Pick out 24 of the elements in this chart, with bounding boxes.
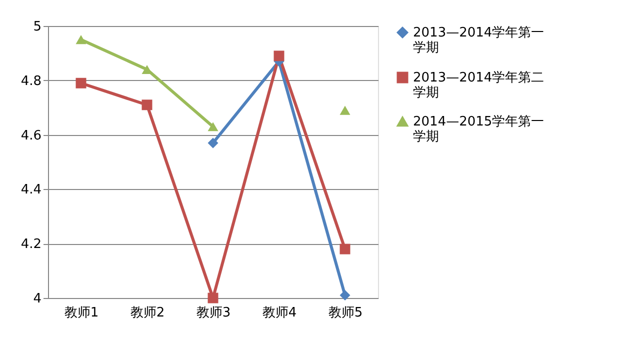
point [208,292,218,304]
x-tick-label: 教师2 [130,306,165,320]
point [340,244,350,254]
point [142,100,152,110]
point [76,78,86,88]
point [274,50,284,62]
x-tick-label: 教师4 [262,306,297,320]
point [208,138,218,148]
point [76,35,86,44]
y-tick-label: 4.2 [20,237,42,252]
point [208,122,218,132]
y-tick-label: 4.8 [20,74,42,89]
y-tick-label: 4.4 [20,182,42,198]
legend-label: 2014—2015学年第一学期 [413,114,544,144]
x-tick-label: 教师1 [64,306,99,320]
x-tick-label: 教师5 [328,306,363,320]
y-tick-label: 4 [33,292,42,306]
y-tick-label: 5 [33,20,42,34]
x-tick-label: 教师3 [196,306,231,320]
legend-label: 2013—2014学年第二学期 [413,70,544,100]
legend-label: 2013—2014学年第一学期 [413,26,544,56]
point [340,290,350,301]
point [340,106,350,115]
y-tick-label: 4.6 [20,128,42,144]
